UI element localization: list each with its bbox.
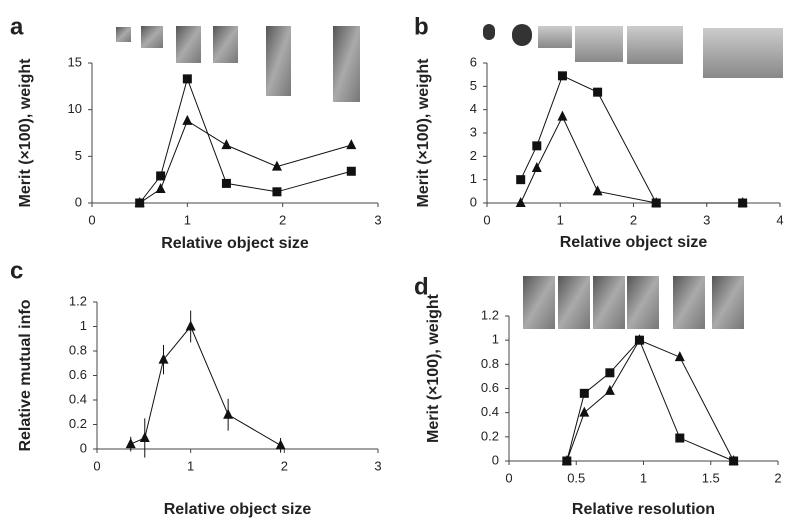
eye-thumbnails: [523, 276, 744, 329]
marker: [182, 115, 192, 125]
series-line: [567, 340, 734, 461]
y-tick-label: 1.2: [69, 293, 87, 308]
face-thumbnails: [116, 26, 360, 102]
y-tick-label: 1: [492, 332, 499, 347]
x-tick-label: 2: [774, 470, 781, 485]
y-tick-label: 0.2: [481, 428, 499, 443]
x-tick-label: 2: [281, 458, 288, 473]
x-tick-label: 3: [374, 458, 381, 473]
y-tick-label: 10: [68, 101, 82, 116]
y-axis-label: Merit (×100), weight: [17, 58, 34, 208]
y-tick-label: 5: [470, 78, 477, 93]
panel-label: c: [10, 257, 23, 284]
panel-label: a: [10, 13, 24, 40]
y-tick-label: 3: [470, 124, 477, 139]
marker: [557, 111, 567, 121]
y-tick-label: 0: [75, 194, 82, 209]
marker: [183, 74, 192, 83]
x-tick-label: 1: [184, 212, 191, 227]
y-tick-label: 0.6: [69, 367, 87, 382]
y-tick-label: 1: [80, 318, 87, 333]
x-tick-label: 1: [557, 212, 564, 227]
y-tick-label: 0: [80, 440, 87, 455]
marker: [516, 197, 526, 207]
y-tick-label: 1: [470, 171, 477, 186]
marker: [272, 187, 281, 196]
y-axis-label: Merit (×100), weight: [425, 293, 442, 443]
y-axis-label: Merit (×100), weight: [415, 58, 432, 208]
marker: [223, 409, 233, 419]
y-tick-label: 0.4: [481, 404, 499, 419]
marker: [516, 175, 525, 184]
x-tick-label: 0.5: [567, 470, 585, 485]
series-line: [140, 121, 352, 203]
x-tick-label: 0: [483, 212, 490, 227]
marker: [186, 321, 196, 331]
y-tick-label: 5: [75, 148, 82, 163]
y-tick-label: 2: [470, 148, 477, 163]
x-tick-label: 4: [776, 212, 783, 227]
marker: [580, 389, 589, 398]
car-thumbnails: [483, 24, 783, 78]
y-tick-label: 0.4: [69, 391, 87, 406]
y-tick-label: 15: [68, 54, 82, 69]
figure: a Relative object size Merit (×100), weigh…: [0, 0, 785, 520]
x-tick-label: 2: [630, 212, 637, 227]
x-axis-label: Relative object size: [164, 501, 312, 518]
series-line: [521, 76, 743, 203]
y-tick-label: 0.8: [69, 342, 87, 357]
marker: [276, 439, 286, 449]
x-tick-label: 3: [703, 212, 710, 227]
x-tick-label: 3: [374, 212, 381, 227]
y-tick-label: 0: [470, 194, 477, 209]
x-tick-label: 0: [88, 212, 95, 227]
series-line: [140, 79, 352, 203]
marker: [140, 432, 150, 442]
x-tick-label: 2: [279, 212, 286, 227]
y-axis-label: Relative mutual info: [17, 299, 34, 451]
series-line: [521, 117, 743, 203]
marker: [593, 185, 603, 195]
series-line: [131, 327, 281, 446]
panel-label: b: [414, 13, 429, 40]
marker: [347, 167, 356, 176]
x-tick-label: 1.5: [702, 470, 720, 485]
y-tick-label: 6: [470, 54, 477, 69]
marker: [675, 434, 684, 443]
x-tick-label: 1: [640, 470, 647, 485]
marker: [346, 139, 356, 149]
y-tick-label: 1.2: [481, 307, 499, 322]
marker: [532, 162, 542, 172]
marker: [532, 141, 541, 150]
x-axis-label: Relative resolution: [572, 501, 715, 518]
x-axis-label: Relative object size: [161, 235, 309, 252]
series-line: [567, 340, 734, 461]
marker: [605, 368, 614, 377]
x-tick-label: 1: [187, 458, 194, 473]
marker: [156, 171, 165, 180]
marker: [605, 385, 615, 395]
y-tick-label: 0.2: [69, 416, 87, 431]
y-tick-label: 0: [492, 452, 499, 467]
x-tick-label: 0: [93, 458, 100, 473]
marker: [156, 183, 166, 193]
y-tick-label: 0.8: [481, 356, 499, 371]
marker: [593, 88, 602, 97]
y-tick-label: 0.6: [481, 380, 499, 395]
marker: [221, 139, 231, 149]
x-tick-label: 0: [505, 470, 512, 485]
marker: [222, 179, 231, 188]
x-axis-label: Relative object size: [560, 234, 708, 251]
marker: [558, 71, 567, 80]
y-tick-label: 4: [470, 101, 477, 116]
